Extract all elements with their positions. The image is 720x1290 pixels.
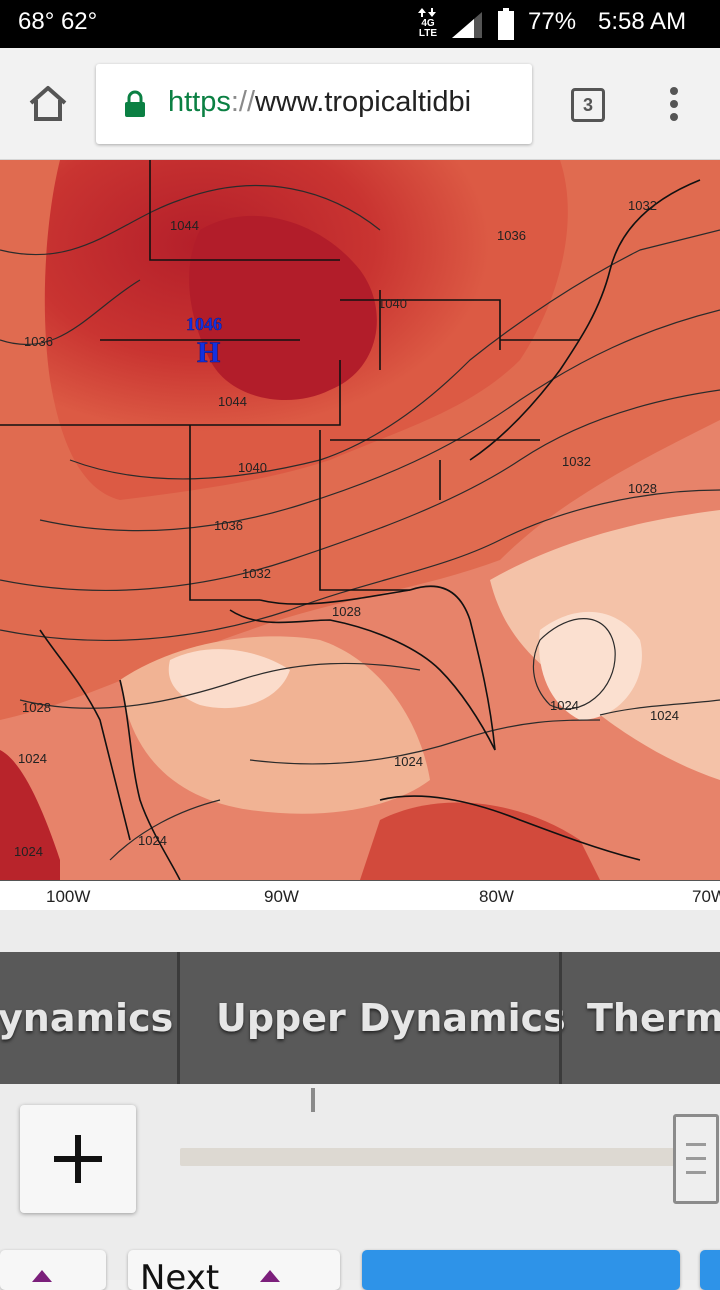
plus-icon: [54, 1135, 102, 1183]
longitude-label: 70W: [692, 887, 720, 906]
slider-tick: [311, 1088, 315, 1112]
isobar-label: 1032: [242, 566, 271, 581]
url-text: https://www.tropicaltidbi: [168, 86, 471, 119]
lock-icon: [125, 90, 145, 117]
tab-upper-dynamics[interactable]: Upper Dynamics: [216, 996, 566, 1040]
longitude-label: 80W: [479, 887, 514, 906]
next-label: Next: [140, 1258, 220, 1290]
zoom-in-button[interactable]: [20, 1105, 136, 1213]
isobar-label: 1044: [170, 218, 199, 233]
isobar-label: 1040: [378, 296, 407, 311]
isobar-label: 1024: [18, 751, 47, 766]
pressure-map-graphic: 1044 1036 1040 1036 1032 1044 1040 1036 …: [0, 160, 720, 880]
high-pressure-symbol: H: [197, 336, 220, 369]
network-type: 4G LTE: [418, 18, 438, 39]
network-indicator: 4G LTE: [414, 6, 442, 42]
isobar-label: 1028: [332, 604, 361, 619]
overflow-menu-icon[interactable]: [667, 86, 681, 122]
isobar-label: 1032: [628, 198, 657, 213]
isobar-label: 1044: [218, 394, 247, 409]
weather-map[interactable]: 1044 1036 1040 1036 1032 1044 1040 1036 …: [0, 160, 720, 880]
grip-line: [686, 1143, 706, 1146]
forecast-slider-handle[interactable]: [673, 1114, 719, 1204]
status-bar: 68° 62° 4G LTE 77% 5:58 AM: [0, 0, 720, 48]
weather-temps: 68° 62°: [18, 8, 98, 35]
data-arrows-icon: [418, 8, 436, 17]
up-arrow-icon: [260, 1270, 280, 1282]
clock: 5:58 AM: [598, 8, 687, 35]
home-icon[interactable]: [28, 84, 68, 122]
up-arrow-icon: [32, 1270, 52, 1282]
category-tabs: ynamics Upper Dynamics Thermo: [0, 952, 720, 1084]
url-scheme: https: [168, 86, 231, 118]
isobar-label: 1032: [562, 454, 591, 469]
forecast-slider-track[interactable]: [180, 1148, 680, 1166]
action-button[interactable]: [362, 1250, 680, 1290]
tab-lower-dynamics[interactable]: ynamics: [0, 996, 174, 1040]
bottom-button-row: Next: [0, 1250, 720, 1290]
spacer: [0, 910, 720, 952]
isobar-label: 1036: [497, 228, 526, 243]
next-button[interactable]: Next: [128, 1250, 340, 1290]
tab-divider: [177, 952, 180, 1084]
url-separator: ://: [230, 86, 256, 118]
isobar-label: 1024: [650, 708, 679, 723]
battery-icon: [498, 8, 514, 40]
grip-line: [686, 1157, 706, 1160]
action-button[interactable]: [700, 1250, 720, 1290]
isobar-label: 1028: [628, 481, 657, 496]
browser-toolbar: https://www.tropicaltidbi 3: [0, 48, 720, 160]
isobar-label: 1024: [394, 754, 423, 769]
map-controls: [0, 1084, 720, 1280]
isobar-label: 1024: [14, 844, 43, 859]
url-host: www.tropicaltidbi: [255, 86, 472, 118]
tab-divider: [559, 952, 562, 1084]
longitude-label: 90W: [264, 887, 299, 906]
grip-line: [686, 1171, 706, 1174]
signal-icon: [452, 12, 482, 38]
isobar-label: 1036: [24, 334, 53, 349]
longitude-axis: 100W 90W 80W 70W: [0, 880, 720, 910]
isobar-label: 1036: [214, 518, 243, 533]
isobar-label: 1024: [550, 698, 579, 713]
high-pressure-value: 1046: [186, 314, 222, 334]
tab-switcher-icon[interactable]: 3: [571, 88, 605, 122]
isobar-label: 1028: [22, 700, 51, 715]
previous-button[interactable]: [0, 1250, 106, 1290]
tab-thermodynamics[interactable]: Thermo: [587, 996, 720, 1040]
longitude-label: 100W: [46, 887, 91, 906]
isobar-label: 1024: [138, 833, 167, 848]
address-bar[interactable]: https://www.tropicaltidbi: [96, 64, 532, 144]
battery-level: 77%: [528, 8, 577, 35]
isobar-label: 1040: [238, 460, 267, 475]
